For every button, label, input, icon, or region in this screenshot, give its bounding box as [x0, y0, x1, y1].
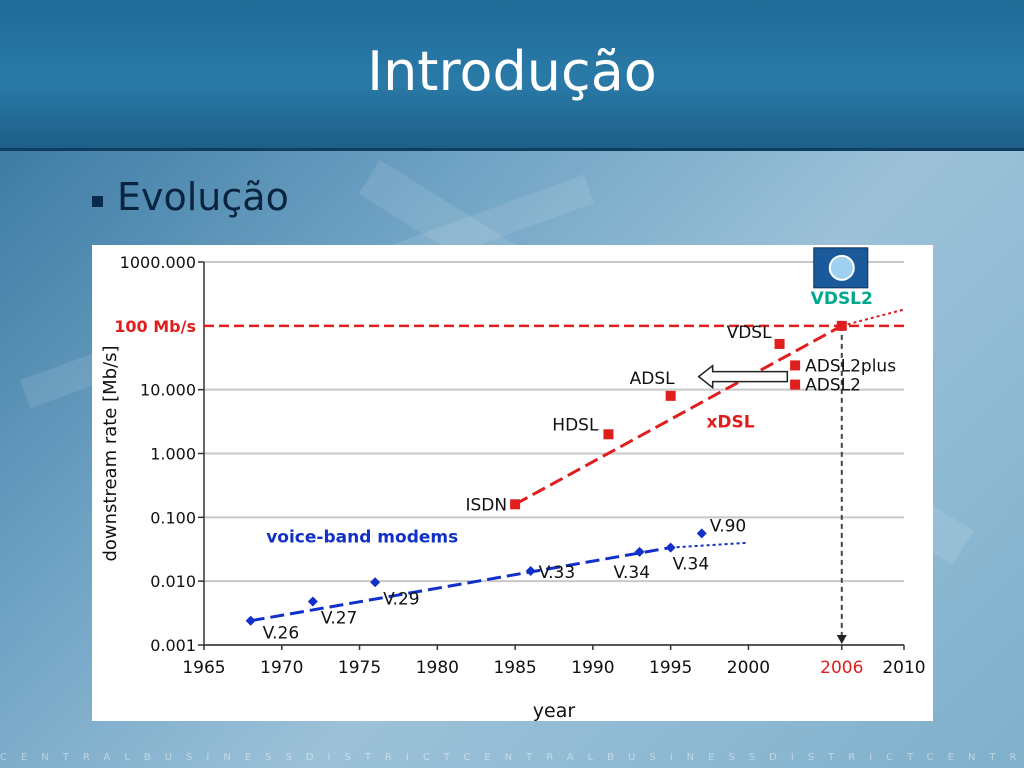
xdsl-point [510, 499, 521, 510]
modem-point [245, 615, 256, 626]
x-tick-label: 1970 [260, 658, 303, 678]
itu-logo-globe [828, 254, 855, 281]
xdsl-point-label: HDSL [552, 415, 599, 435]
series-label-modems: voice-band modems [266, 528, 458, 548]
xdsl-point [665, 390, 676, 401]
modem-trend-line [250, 546, 671, 623]
chart-panel: 0.001 0.010 0.100 1.000 10.000 1000.000 1965 19… [92, 245, 933, 721]
xdsl-point-label: ISDN [465, 495, 507, 515]
bullet-text: Evolução [117, 175, 289, 219]
vdsl2-label: VDSL2 [811, 289, 873, 309]
y-tick-label: 1000.000 [120, 253, 196, 272]
footer-watermark: CENTRALBUSINESSDISTRICTCENTRALBUSINESSDI… [0, 752, 1024, 763]
x-tick-label: 1990 [571, 658, 614, 678]
x-tick-label: 2006 [820, 658, 863, 678]
title-bar: Introdução [0, 0, 1024, 151]
x-tick-label: 2000 [727, 658, 770, 678]
adsl2-point [790, 360, 801, 371]
bullet-item: Evolução [92, 172, 289, 222]
y-tick-label: 1.000 [150, 445, 196, 464]
x-tick-label: 1965 [182, 658, 225, 678]
modem-point [307, 596, 318, 607]
xdsl-trend-line [514, 324, 843, 506]
reference-line-label: 100 Mb/s [114, 317, 196, 336]
xdsl-trend-extension [841, 308, 905, 327]
modem-point-label: V.34 [614, 563, 650, 583]
adsl2-point [790, 379, 801, 390]
x-tick-label: 1980 [416, 658, 459, 678]
y-tick-label: 0.100 [150, 508, 196, 527]
modem-point-label: V.90 [710, 516, 746, 536]
y-axis-title: downstream rate [Mb/s] [100, 345, 121, 561]
xdsl-point [603, 429, 614, 440]
series-label-xdsl: xDSL [706, 413, 754, 433]
modem-point-label: V.33 [539, 563, 575, 583]
adsl2-point-label: ADSL2 [805, 376, 861, 396]
modem-point [696, 528, 707, 539]
x-axis-title: year [533, 700, 576, 721]
modem-point-label: V.29 [383, 589, 419, 609]
x-tick-label: 2010 [882, 658, 925, 678]
y-tick-label: 0.010 [150, 572, 196, 591]
modem-point [525, 566, 536, 577]
modem-point [634, 546, 645, 557]
xdsl-point [774, 338, 785, 349]
year-2006-marker-arrowhead [836, 635, 847, 644]
xdsl-point-label: VDSL [727, 323, 773, 343]
x-tick-label: 1975 [338, 658, 381, 678]
y-tick-label: 0.001 [150, 636, 196, 655]
bullet-square-icon [92, 195, 103, 207]
x-tick-label: 1985 [493, 658, 536, 678]
modem-point-label: V.27 [321, 609, 357, 629]
y-tick-label: 10.000 [140, 381, 196, 400]
modem-trend-extension [670, 541, 749, 549]
modem-point-label: V.34 [673, 555, 709, 575]
modem-point-label: V.26 [263, 624, 299, 644]
modem-point [665, 542, 676, 553]
evolution-chart: 0.001 0.010 0.100 1.000 10.000 1000.000 1965 19… [100, 247, 926, 721]
x-tick-label: 1995 [649, 658, 692, 678]
adsl-pointer-arrow [697, 364, 789, 390]
slide-title: Introdução [367, 40, 657, 103]
xdsl-point-label: ADSL [630, 369, 676, 389]
xdsl-point [836, 320, 847, 331]
modem-point [370, 577, 381, 588]
adsl2-point-label: ADSL2plus [805, 356, 896, 376]
